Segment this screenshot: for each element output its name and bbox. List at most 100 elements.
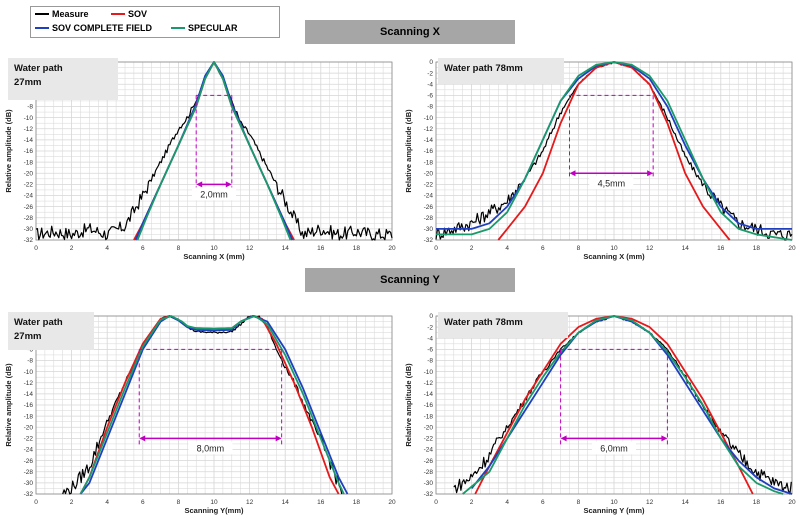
series-line-specular xyxy=(436,61,793,241)
width-marker: 4,5mm xyxy=(569,94,654,190)
width-label: 4,5mm xyxy=(598,178,626,188)
width-label: 2,0mm xyxy=(200,189,228,199)
legend-item-sov: SOV xyxy=(111,9,147,19)
x-axis-label: Scanning X (mm) xyxy=(183,252,245,261)
y-tick-label: -32 xyxy=(24,491,34,498)
y-tick-label: -18 xyxy=(424,413,434,420)
x-tick-label: 10 xyxy=(610,499,618,506)
y-tick-label: -14 xyxy=(24,137,34,144)
x-tick-label: 4 xyxy=(105,499,109,506)
annotation-box xyxy=(8,58,118,100)
y-tick-label: -10 xyxy=(424,369,434,376)
y-tick-label: -4 xyxy=(427,335,433,342)
y-tick-label: -8 xyxy=(427,104,433,111)
x-tick-label: 12 xyxy=(246,245,254,252)
x-tick-label: 2 xyxy=(470,245,474,252)
x-tick-label: 14 xyxy=(282,499,290,506)
y-tick-label: -28 xyxy=(24,215,34,222)
annotation-box xyxy=(438,58,564,84)
x-axis-label: Scanning Y(mm) xyxy=(184,506,244,515)
y-tick-label: 0 xyxy=(429,313,433,320)
x-tick-label: 14 xyxy=(682,499,690,506)
y-tick-label: -20 xyxy=(424,424,434,431)
annotation-box xyxy=(438,312,568,338)
chart-panel-y-27mm: 024681012141618200-2-4-6-8-10-12-14-16-1… xyxy=(4,312,396,515)
y-tick-label: -30 xyxy=(424,480,434,487)
width-label-bg xyxy=(592,441,636,455)
y-tick-label: -10 xyxy=(24,115,34,122)
width-label-bg xyxy=(188,441,233,455)
y-tick-label: -18 xyxy=(424,159,434,166)
series-line-sov-complete-field xyxy=(470,315,793,495)
y-tick-label: -22 xyxy=(424,436,434,443)
x-tick-label: 18 xyxy=(353,245,361,252)
x-tick-label: 6 xyxy=(141,499,145,506)
y-tick-label: -14 xyxy=(424,137,434,144)
x-tick-label: 10 xyxy=(210,499,218,506)
y-tick-label: -24 xyxy=(24,447,34,454)
x-tick-label: 16 xyxy=(317,499,325,506)
x-tick-label: 4 xyxy=(505,245,509,252)
x-tick-label: 10 xyxy=(610,245,618,252)
x-tick-label: 20 xyxy=(788,499,796,506)
x-tick-label: 16 xyxy=(717,245,725,252)
x-tick-label: 0 xyxy=(434,499,438,506)
series-line-specular xyxy=(136,61,292,241)
x-tick-label: 6 xyxy=(141,245,145,252)
chart-panel-x-27mm: 024681012141618200-2-4-6-8-10-12-14-16-1… xyxy=(4,58,396,261)
x-tick-label: 6 xyxy=(541,245,545,252)
x-tick-label: 20 xyxy=(788,245,796,252)
legend-label-measure: Measure xyxy=(52,9,89,19)
y-tick-label: -30 xyxy=(24,226,34,233)
x-tick-label: 12 xyxy=(246,499,254,506)
y-tick-label: -14 xyxy=(424,391,434,398)
x-tick-label: 20 xyxy=(388,499,396,506)
y-tick-label: -16 xyxy=(24,148,34,155)
y-tick-label: -26 xyxy=(24,204,34,211)
width-label: 8,0mm xyxy=(197,443,225,453)
x-tick-label: 8 xyxy=(177,245,181,252)
y-tick-label: -8 xyxy=(427,358,433,365)
legend-swatch-sov-complete-field xyxy=(35,26,49,29)
y-tick-label: -12 xyxy=(424,380,434,387)
legend-label-sov-complete-field: SOV COMPLETE FIELD xyxy=(52,23,153,33)
y-tick-label: -22 xyxy=(24,436,34,443)
y-tick-label: -26 xyxy=(424,204,434,211)
legend-label-specular: SPECULAR xyxy=(188,23,238,33)
y-tick-label: -30 xyxy=(24,480,34,487)
y-tick-label: -32 xyxy=(424,237,434,244)
y-tick-label: -32 xyxy=(24,237,34,244)
annotation-text: 27mm xyxy=(14,331,41,342)
legend-swatch-measure xyxy=(35,12,49,15)
y-tick-label: -10 xyxy=(424,115,434,122)
y-tick-label: -20 xyxy=(24,170,34,177)
y-tick-label: -28 xyxy=(424,215,434,222)
y-tick-label: -20 xyxy=(24,424,34,431)
x-tick-label: 0 xyxy=(34,499,38,506)
x-tick-label: 0 xyxy=(34,245,38,252)
x-tick-label: 16 xyxy=(717,499,725,506)
y-tick-label: -16 xyxy=(424,402,434,409)
x-tick-label: 20 xyxy=(388,245,396,252)
y-tick-label: -14 xyxy=(24,391,34,398)
y-tick-label: -30 xyxy=(424,226,434,233)
x-tick-label: 8 xyxy=(577,499,581,506)
legend: Measure SOV SOV COMPLETE FIELD SPECULAR xyxy=(30,6,280,38)
x-tick-label: 18 xyxy=(353,499,361,506)
x-tick-label: 4 xyxy=(505,499,509,506)
chart-panel-y-78mm: 0 2 4 6 8 10 12 14 16 18 20 0 -2 -4 -6 -8 -10 -12 -14 -16 -1… xyxy=(404,312,796,515)
y-axis-label: Relative amplitude (dB) xyxy=(404,363,413,447)
series-line-specular xyxy=(79,315,345,495)
x-tick-label: 18 xyxy=(753,499,761,506)
x-tick-label: 8 xyxy=(177,499,181,506)
y-tick-label: -26 xyxy=(24,458,34,465)
x-tick-label: 14 xyxy=(282,245,290,252)
x-tick-label: 2 xyxy=(70,245,74,252)
y-tick-label: -18 xyxy=(24,413,34,420)
y-tick-label: -8 xyxy=(27,358,33,365)
annotation-text: 27mm xyxy=(14,77,41,88)
x-tick-label: 10 xyxy=(210,245,218,252)
y-tick-label: -28 xyxy=(424,469,434,476)
y-tick-label: -20 xyxy=(424,170,434,177)
